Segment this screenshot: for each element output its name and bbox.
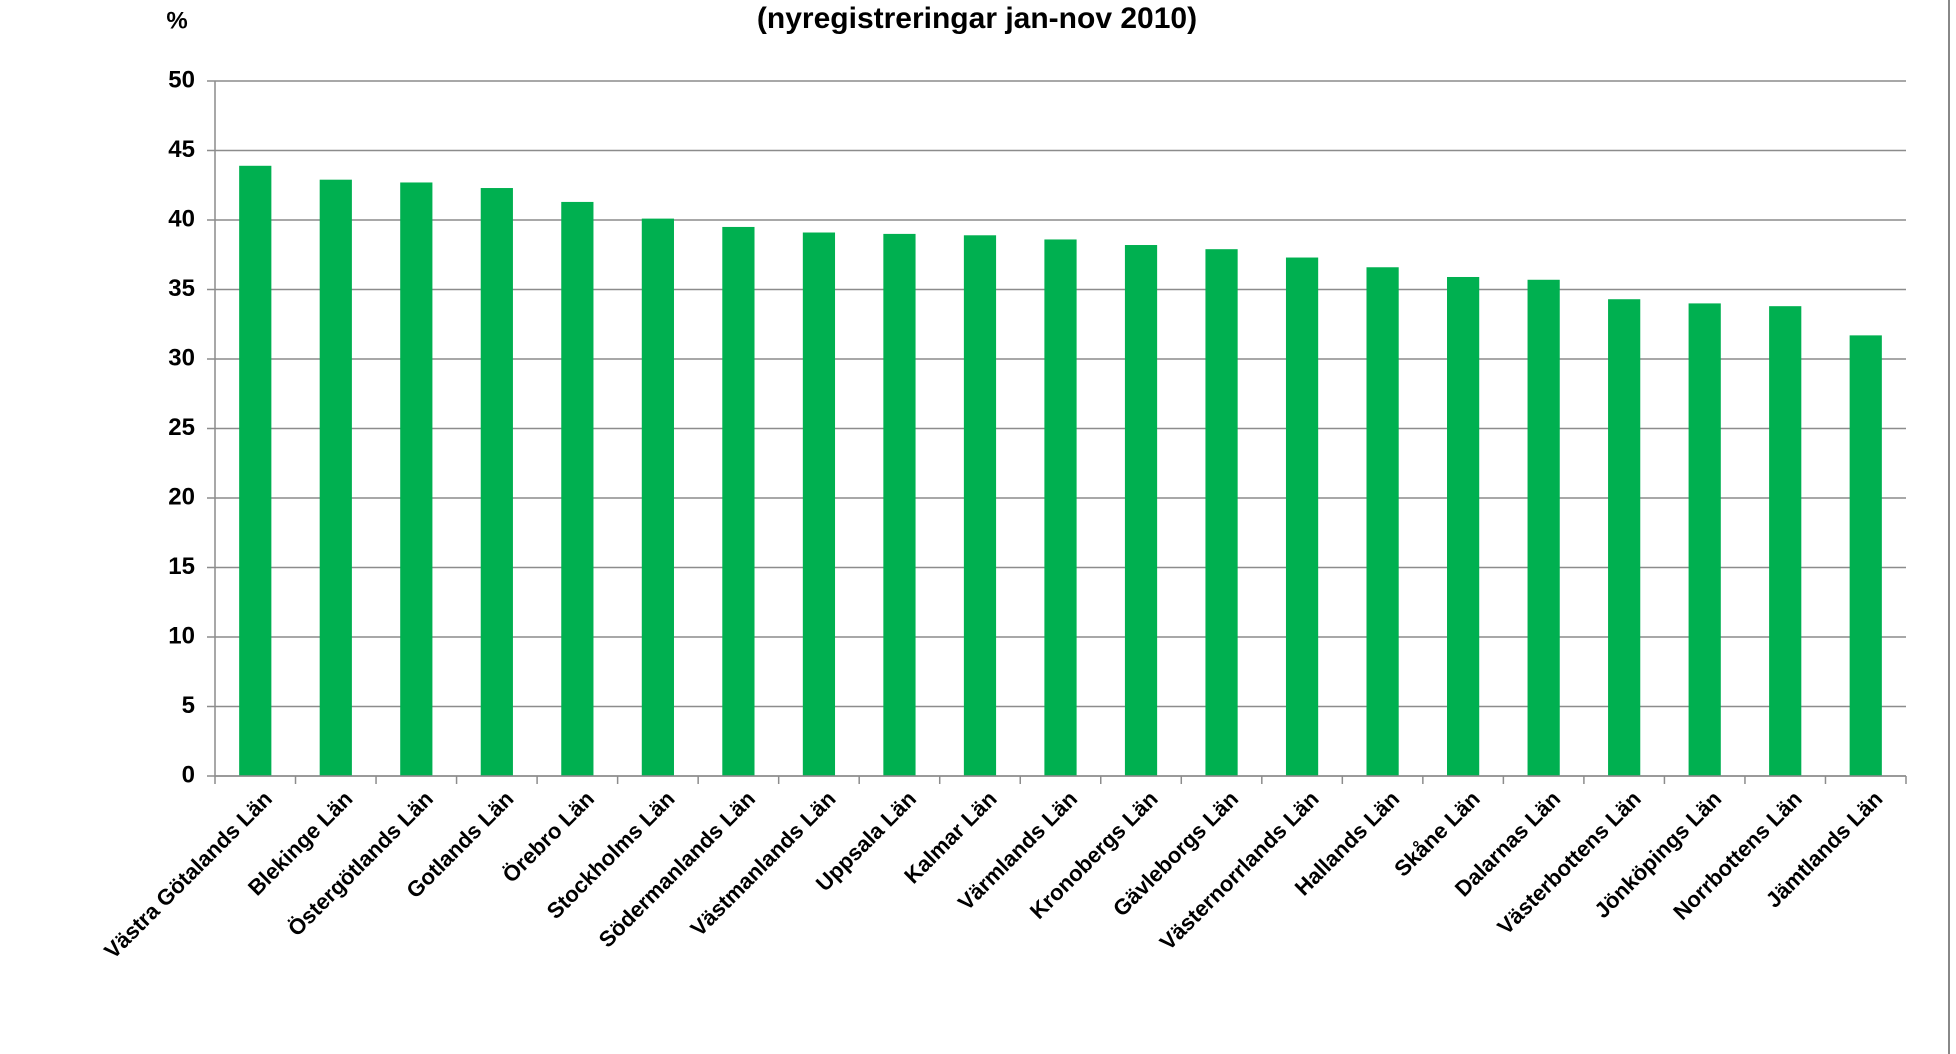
y-tick-label: 5: [182, 692, 195, 719]
y-tick-label: 25: [168, 414, 195, 441]
bar: [400, 182, 433, 777]
bar: [1044, 239, 1077, 776]
bar: [1447, 276, 1480, 776]
x-tick-label: Västmanlands Län: [685, 786, 840, 941]
y-tick-label: 20: [168, 483, 195, 510]
bar: [802, 232, 836, 776]
y-tick-label: 35: [168, 275, 195, 302]
y-tick-label: 40: [168, 205, 195, 232]
bar: [1527, 279, 1560, 776]
bar: [1849, 335, 1882, 776]
y-tick-label: 45: [168, 136, 195, 163]
bar: [883, 233, 916, 776]
bar: [239, 165, 272, 777]
y-tick-label: 10: [168, 622, 195, 649]
y-axis-label: %: [166, 7, 187, 34]
y-tick-label: 50: [168, 66, 195, 93]
bar: [722, 226, 755, 776]
bar: [1205, 249, 1238, 776]
y-tick-label: 0: [182, 761, 195, 788]
y-tick-label: 30: [168, 344, 195, 371]
x-tick-label: Västerbottens Län: [1492, 786, 1645, 939]
bar: [1366, 267, 1399, 776]
bar: [1608, 299, 1641, 776]
bar: [561, 201, 594, 776]
y-tick-label: 15: [168, 553, 195, 580]
bar: [1688, 303, 1721, 776]
bar: [480, 188, 513, 776]
x-tick-label: Södermanlands Län: [594, 786, 760, 952]
bar: [1769, 306, 1802, 776]
x-tick-label: Östergötlands Län: [283, 786, 438, 941]
chart-title: (nyregistreringar jan-nov 2010): [757, 2, 1197, 35]
bar: [963, 235, 997, 777]
bar: [1124, 245, 1158, 776]
x-tick-label: Västernorrlands Län: [1155, 786, 1324, 955]
bar: [319, 179, 352, 776]
bar: [641, 218, 674, 777]
bar: [1285, 257, 1319, 776]
